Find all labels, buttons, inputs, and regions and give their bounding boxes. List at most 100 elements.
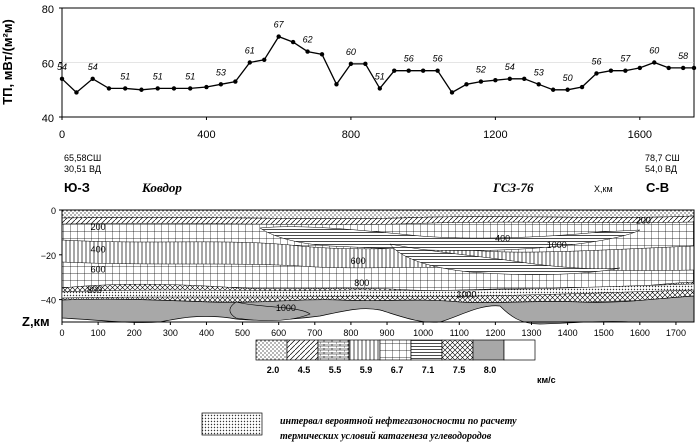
heatflow-points bbox=[59, 34, 697, 95]
heatflow-point bbox=[204, 84, 209, 90]
heatflow-point bbox=[319, 52, 325, 57]
heatflow-point bbox=[637, 65, 643, 71]
heatflow-series-line bbox=[61, 35, 694, 94]
heatflow-point bbox=[579, 84, 585, 90]
isotherm-label: 400 bbox=[495, 233, 510, 243]
section-x-tick-label: 1200 bbox=[485, 328, 505, 338]
heatflow-point bbox=[478, 79, 484, 84]
heatflow-x-tick-label: 0 bbox=[59, 129, 65, 141]
heatflow-point-label: 50 bbox=[563, 73, 573, 83]
velocity-scale-label: 5.9 bbox=[360, 365, 373, 375]
heatflow-point bbox=[420, 68, 426, 73]
velocity-scale-label: 6.7 bbox=[391, 365, 404, 375]
velocity-scale-label: 7.1 bbox=[422, 365, 435, 375]
right-direction: С-В bbox=[646, 180, 669, 195]
heatflow-x-tick-label: 1600 bbox=[628, 129, 652, 141]
heatflow-point-label: 51 bbox=[153, 71, 163, 81]
heatflow-x-tick-label: 400 bbox=[197, 129, 215, 141]
isotherm-label: 200 bbox=[636, 215, 651, 225]
velocity-scale-box bbox=[348, 339, 381, 361]
heatflow-y-tick-label: 60 bbox=[42, 59, 54, 71]
heatflow-y-tick-label: 80 bbox=[42, 4, 54, 16]
heatflow-point bbox=[666, 65, 671, 71]
heatflow-point bbox=[276, 34, 281, 39]
heatflow-point-label: 54 bbox=[57, 62, 67, 72]
site-name: Ковдор bbox=[141, 180, 182, 195]
legend-line-2: термических условий катагенеза углеводор… bbox=[280, 431, 492, 442]
heatflow-point bbox=[594, 71, 599, 76]
velocity-scale-box bbox=[379, 339, 412, 361]
isotherm-label: 400 bbox=[91, 245, 106, 255]
heatflow-point-label: 62 bbox=[303, 35, 313, 45]
velocity-scale-box bbox=[286, 339, 319, 361]
velocity-scale-unit: км/с bbox=[537, 375, 556, 385]
heatflow-point bbox=[652, 60, 657, 65]
section-x-tick-label: 400 bbox=[199, 328, 214, 338]
cross-section-frame bbox=[61, 209, 695, 323]
isotherm-label: 1000 bbox=[456, 289, 476, 299]
velocity-scale-box bbox=[503, 339, 536, 361]
layer-hlines-7.1 bbox=[259, 226, 641, 251]
velocity-scale-boxes bbox=[255, 339, 536, 361]
velocity-scale-label: 7.5 bbox=[453, 365, 466, 375]
section-x-tick-label: 600 bbox=[271, 328, 286, 338]
heatflow-point bbox=[363, 61, 368, 67]
heatflow-point bbox=[233, 79, 238, 84]
heatflow-point-label: 58 bbox=[678, 51, 688, 61]
layer-gray-lens bbox=[229, 301, 311, 321]
heatflow-point-label: 56 bbox=[404, 54, 414, 64]
heatflow-point bbox=[218, 82, 224, 87]
section-y-tick-label: −40 bbox=[41, 296, 56, 306]
legend-line-1: интервал вероятной нефтегазоносности по … bbox=[280, 416, 517, 427]
velocity-scale-label: 8.0 bbox=[484, 365, 497, 375]
section-x-tick-label: 1500 bbox=[594, 328, 614, 338]
heatflow-point-label: 54 bbox=[88, 62, 98, 72]
velocity-scale-box bbox=[255, 339, 288, 361]
section-x-tick-label: 1000 bbox=[413, 328, 433, 338]
heatflow-point bbox=[155, 86, 160, 91]
heatflow-point bbox=[623, 68, 628, 73]
heatflow-y-axis-label: ТП, мВт/(м²м) bbox=[0, 19, 15, 105]
heatflow-point bbox=[305, 49, 310, 54]
section-x-tick-label: 1600 bbox=[630, 328, 650, 338]
heatflow-point bbox=[171, 86, 177, 91]
heatflow-point bbox=[139, 87, 144, 92]
section-y-tick-label: 0 bbox=[51, 206, 56, 216]
heatflow-point bbox=[392, 68, 397, 73]
isotherm-label: 1000 bbox=[547, 240, 567, 250]
heatflow-point-label: 52 bbox=[476, 65, 486, 75]
heatflow-y-tick-label: 40 bbox=[42, 113, 54, 125]
legend: интервал вероятной нефтегазоносности по … bbox=[201, 412, 517, 442]
heatflow-point bbox=[90, 76, 95, 82]
heatflow-point bbox=[406, 68, 411, 73]
profile-name: ГСЗ-76 bbox=[492, 180, 534, 195]
heatflow-y-ticks: 40 60 80 bbox=[42, 4, 62, 125]
velocity-scale-label: 4.5 bbox=[298, 365, 311, 375]
isotherm-label: 600 bbox=[351, 256, 366, 266]
velocity-scale-labels: 2.0 4.5 5.5 5.9 6.7 7.1 7.5 8.0 bbox=[267, 365, 497, 375]
heatflow-point bbox=[493, 78, 498, 83]
heatflow-point-label: 57 bbox=[620, 54, 631, 64]
isotherm-label: 200 bbox=[91, 222, 106, 232]
heatflow-point bbox=[334, 82, 339, 87]
section-x-tick-label: 700 bbox=[307, 328, 322, 338]
heatflow-point-label: 56 bbox=[591, 56, 601, 66]
heatflow-point bbox=[247, 60, 252, 65]
velocity-scale-box bbox=[441, 339, 474, 361]
layer-hlines-7.1-b bbox=[389, 243, 621, 275]
section-x-tick-label: 900 bbox=[380, 328, 395, 338]
isotherm-label: 600 bbox=[91, 265, 106, 275]
section-x-tick-label: 300 bbox=[163, 328, 178, 338]
heatflow-point bbox=[435, 68, 440, 73]
section-x-tick-label: 500 bbox=[235, 328, 250, 338]
heatflow-x-ticks: 0 400 800 1200 1600 bbox=[59, 117, 652, 141]
velocity-scale-box bbox=[317, 339, 350, 361]
heatflow-point-label: 56 bbox=[433, 54, 443, 64]
heatflow-point bbox=[680, 65, 686, 71]
isotherm-labels: 200 400 600 800 1000 200 400 600 800 1000 1000 bbox=[87, 215, 651, 312]
left-coord-lat: 65,58СШ bbox=[64, 153, 101, 163]
heatflow-point-label: 53 bbox=[216, 67, 226, 77]
heatflow-point bbox=[691, 65, 697, 71]
